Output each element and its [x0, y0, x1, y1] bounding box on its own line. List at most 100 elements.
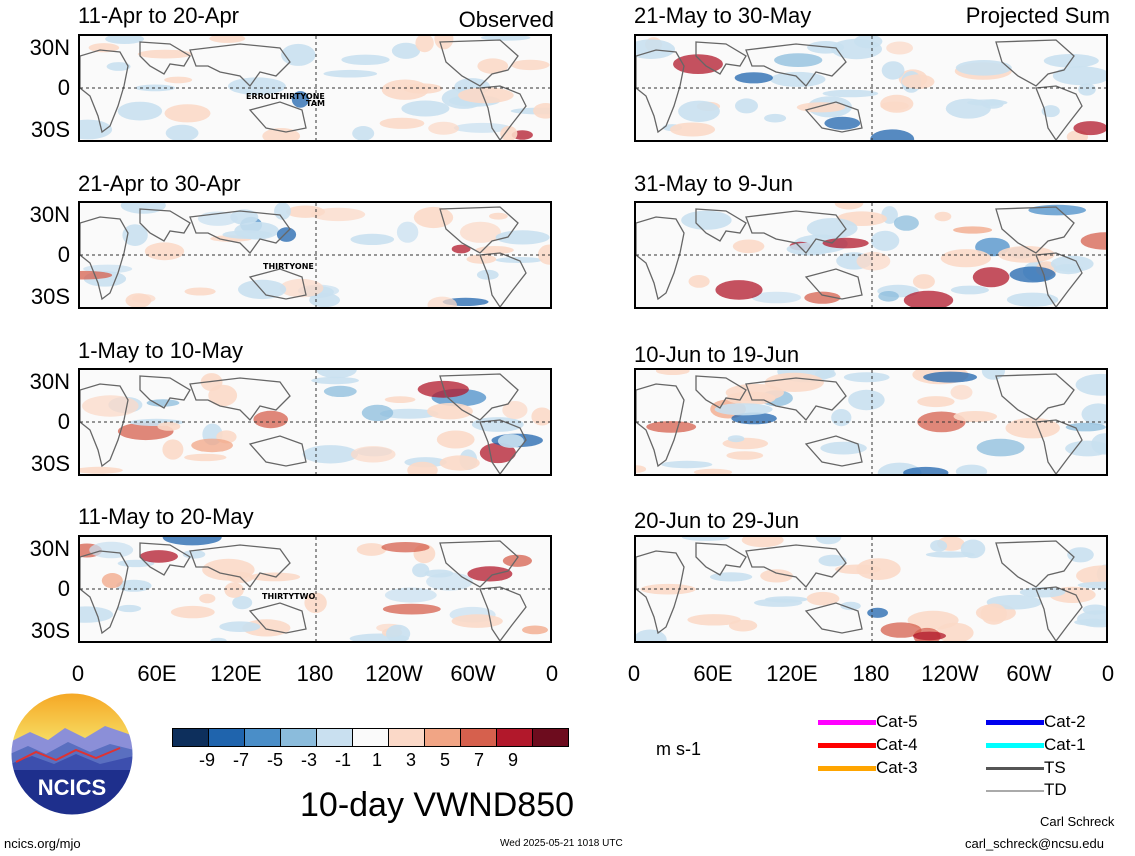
anomaly-shading [1019, 587, 1066, 598]
anomaly-shading [715, 280, 763, 300]
observed-map-4 [78, 535, 552, 643]
anomaly-shading [164, 76, 193, 84]
coastline [1035, 252, 1083, 307]
anomaly-shading [533, 103, 550, 119]
storm-label-thirtyone-1: THIRTYONE [274, 92, 325, 101]
anomaly-shading [135, 84, 176, 92]
anomaly-shading [955, 60, 1012, 76]
anomaly-shading [972, 267, 1010, 288]
colorbar-tick: 3 [405, 750, 416, 770]
coastline [479, 419, 527, 474]
anomaly-shading [311, 376, 359, 385]
anomaly-shading [459, 221, 501, 243]
storm-label-thirtyone-2: THIRTYONE [263, 262, 314, 271]
anomaly-shading [751, 291, 802, 304]
coastline [995, 39, 1075, 87]
anomaly-shading [636, 39, 675, 59]
anomaly-shading [219, 621, 261, 632]
anomaly-shading [436, 430, 475, 449]
coastline [695, 375, 747, 409]
coastline [80, 216, 129, 301]
colorbar [172, 728, 569, 747]
anomaly-shading [489, 212, 508, 220]
coastline [995, 373, 1075, 421]
coastline [248, 602, 307, 634]
anomaly-shading [1005, 417, 1060, 439]
anomaly-shading [693, 468, 733, 474]
observed-header: Observed [458, 7, 554, 32]
coastline [479, 586, 527, 641]
anomaly-shading [732, 239, 765, 254]
projected-map-2 [634, 201, 1108, 309]
anomaly-shading [709, 572, 753, 582]
anomaly-shading [714, 403, 773, 416]
anomaly-shading [688, 275, 710, 288]
anomaly-shading [955, 464, 988, 474]
anomaly-shading [122, 224, 148, 246]
colorbar-tick: 5 [439, 750, 450, 770]
lat-label: 0 [57, 75, 70, 100]
lon-label: 120W [921, 661, 979, 686]
coastline [80, 550, 129, 635]
anomaly-shading [511, 59, 550, 71]
anomaly-shading [760, 569, 793, 583]
anomaly-shading [925, 551, 975, 558]
anomaly-shading [384, 396, 416, 403]
anomaly-shading [407, 461, 438, 474]
anomaly-shading [350, 446, 396, 463]
anomaly-shading [381, 79, 429, 100]
anomaly-shading [302, 445, 358, 464]
anomaly-shading [856, 251, 891, 271]
lon-label: 120E [766, 661, 818, 686]
lon-label: 0 [627, 661, 641, 686]
anomaly-shading [125, 293, 152, 307]
anomaly-shading [228, 77, 286, 95]
anomaly-shading [323, 69, 378, 78]
anomaly-shading [165, 124, 199, 140]
anomaly-shading [930, 540, 948, 552]
observed-map-3 [78, 368, 552, 476]
anomaly-shading [106, 62, 131, 71]
colorbar-box [352, 728, 389, 747]
anomaly-shading [843, 372, 890, 383]
anomaly-shading [279, 278, 324, 298]
observed-map-1 [78, 34, 552, 142]
coastline [804, 101, 863, 133]
coastline [804, 602, 863, 634]
anomaly-shading [170, 605, 215, 619]
colorbar-tick: -5 [266, 750, 283, 770]
legend-label: Cat-4 [876, 735, 918, 754]
anomaly-shading [997, 246, 1055, 263]
legend-label: Cat-5 [876, 712, 918, 731]
coastline [80, 49, 129, 134]
anomaly-shading [822, 237, 869, 249]
coastline [995, 540, 1075, 588]
anomaly-shading [774, 53, 823, 67]
anomaly-shading [253, 410, 288, 429]
anomaly-shading [184, 453, 227, 462]
anomaly-shading [1073, 121, 1106, 136]
lat-label: 30S [30, 284, 70, 309]
anomaly-shading [940, 249, 991, 268]
anomaly-shading [848, 389, 885, 411]
anomaly-shading [495, 230, 550, 245]
lat-label: 0 [57, 242, 70, 267]
anomaly-shading [1065, 422, 1106, 432]
anomaly-shading [1082, 604, 1106, 615]
coastline [439, 206, 519, 254]
anomaly-shading [379, 117, 425, 129]
projected-period-4: 20-Jun to 29-Jun [634, 508, 800, 533]
anomaly-shading [184, 287, 216, 296]
observed-period-3: 1-May to 10-May [78, 338, 244, 363]
projected-period-1: 21-May to 30-May [634, 3, 812, 28]
anomaly-shading [880, 622, 922, 638]
anomaly-shading [840, 601, 861, 611]
anomaly-shading [735, 98, 758, 114]
anomaly-shading [725, 383, 784, 402]
coastline [439, 540, 519, 588]
colorbar-tick: -3 [300, 750, 317, 770]
anomaly-shading [471, 417, 524, 432]
anomaly-shading [818, 554, 847, 567]
anomaly-shading [467, 566, 513, 582]
anomaly-shading [199, 593, 216, 604]
